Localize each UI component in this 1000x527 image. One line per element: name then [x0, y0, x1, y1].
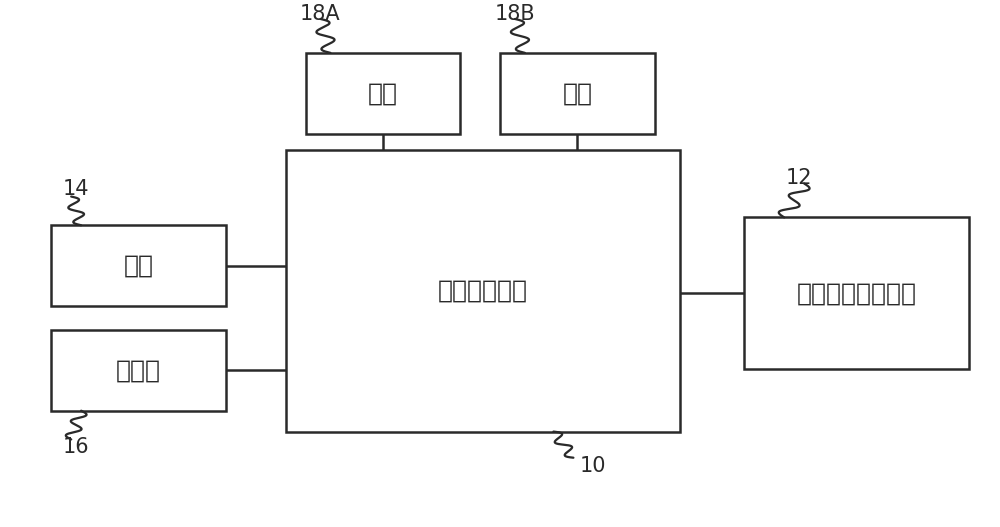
Text: 设备: 设备 — [368, 81, 398, 105]
Text: 麦克风: 麦克风 — [116, 358, 161, 382]
Text: 18B: 18B — [495, 4, 535, 24]
Text: 信息处理装置: 信息处理装置 — [438, 279, 528, 302]
Bar — [51, 330, 226, 411]
Text: 18A: 18A — [300, 4, 341, 24]
Bar — [500, 53, 655, 134]
Text: 10: 10 — [580, 455, 607, 475]
Text: 活体信息测定装置: 活体信息测定装置 — [797, 281, 917, 305]
Text: 设备: 设备 — [562, 81, 592, 105]
Text: 相机: 相机 — [124, 253, 154, 278]
Text: 14: 14 — [63, 179, 89, 199]
Text: 12: 12 — [786, 168, 812, 188]
Text: 16: 16 — [63, 437, 89, 457]
Bar — [306, 53, 460, 134]
Bar — [744, 218, 969, 369]
Bar — [286, 150, 680, 432]
Bar — [51, 225, 226, 306]
